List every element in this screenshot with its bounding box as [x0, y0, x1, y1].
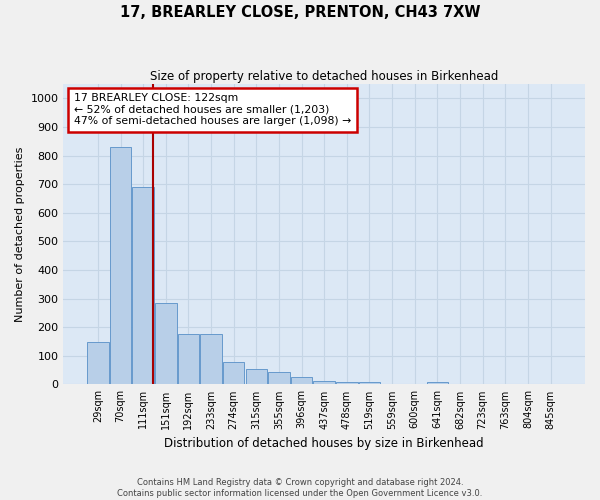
Text: 17 BREARLEY CLOSE: 122sqm
← 52% of detached houses are smaller (1,203)
47% of se: 17 BREARLEY CLOSE: 122sqm ← 52% of detac…	[74, 93, 351, 126]
Bar	[223, 362, 244, 384]
Bar	[359, 382, 380, 384]
Text: Contains HM Land Registry data © Crown copyright and database right 2024.
Contai: Contains HM Land Registry data © Crown c…	[118, 478, 482, 498]
Bar	[291, 378, 313, 384]
Bar	[133, 187, 154, 384]
X-axis label: Distribution of detached houses by size in Birkenhead: Distribution of detached houses by size …	[164, 437, 484, 450]
Bar	[245, 368, 267, 384]
Bar	[336, 382, 358, 384]
Bar	[427, 382, 448, 384]
Y-axis label: Number of detached properties: Number of detached properties	[15, 146, 25, 322]
Text: 17, BREARLEY CLOSE, PRENTON, CH43 7XW: 17, BREARLEY CLOSE, PRENTON, CH43 7XW	[120, 5, 480, 20]
Bar	[110, 147, 131, 384]
Bar	[268, 372, 290, 384]
Bar	[178, 334, 199, 384]
Title: Size of property relative to detached houses in Birkenhead: Size of property relative to detached ho…	[150, 70, 499, 83]
Bar	[87, 342, 109, 384]
Bar	[313, 381, 335, 384]
Bar	[200, 334, 222, 384]
Bar	[155, 303, 176, 384]
